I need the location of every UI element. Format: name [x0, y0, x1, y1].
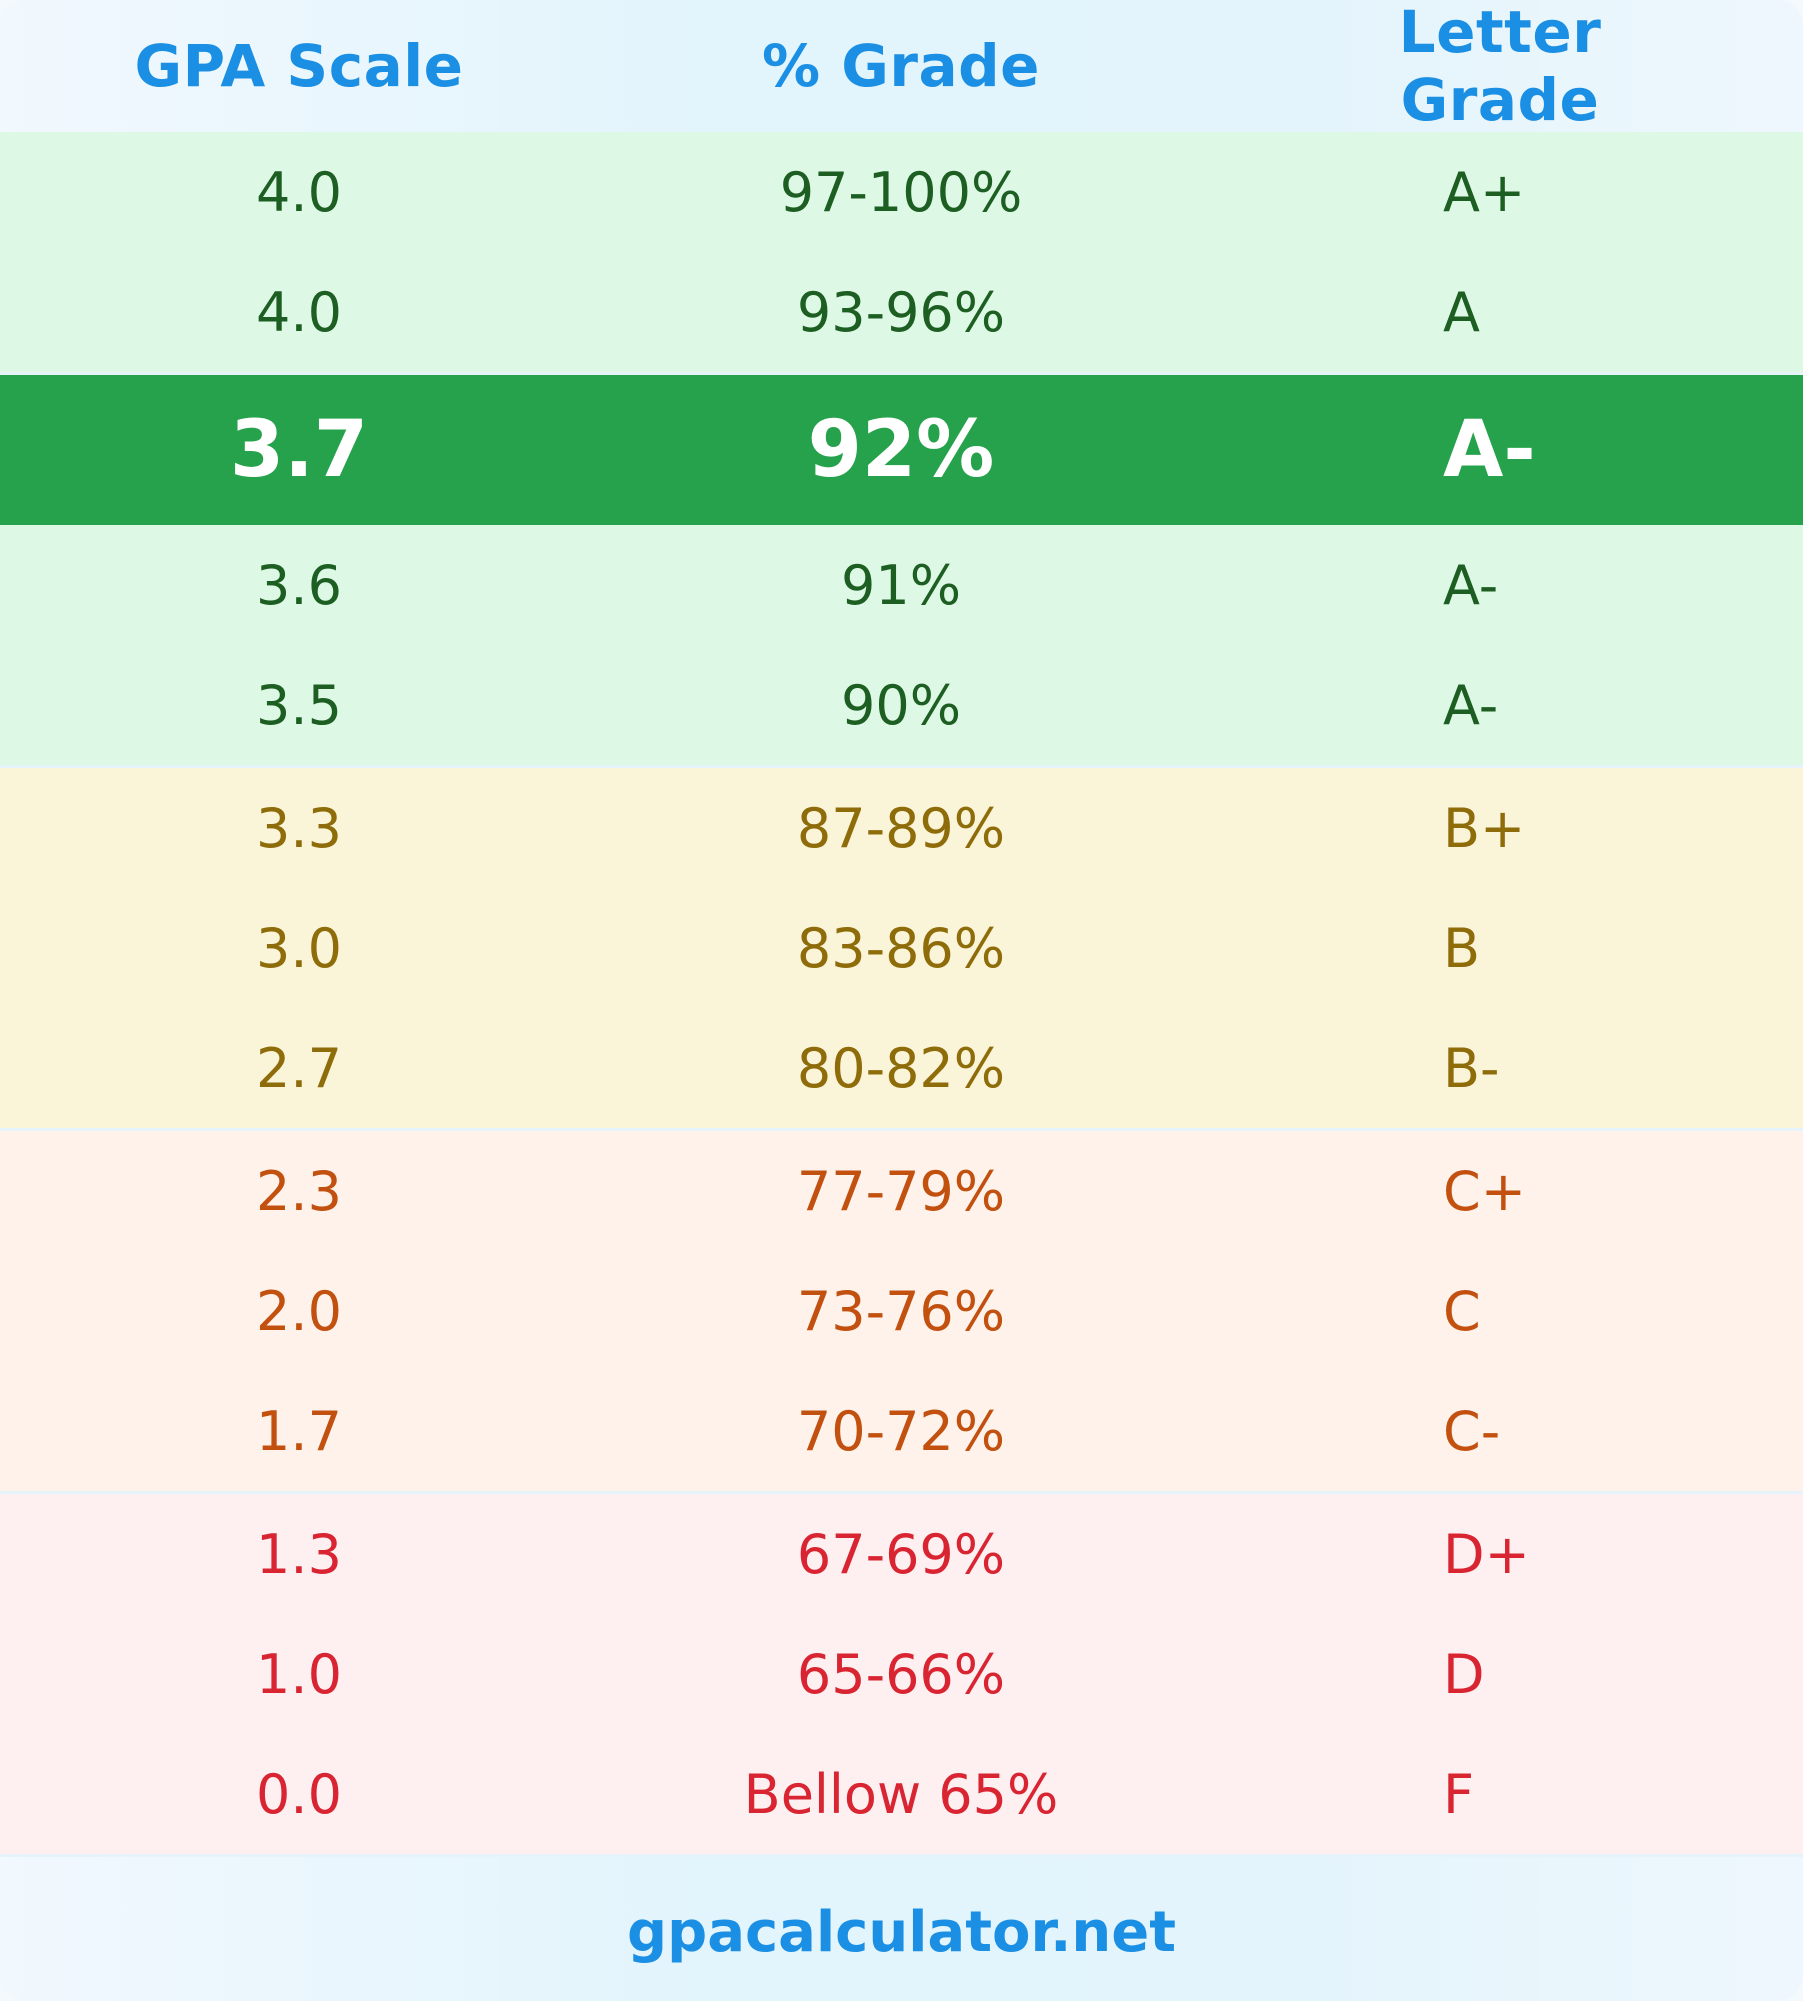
- grade-group-green: 3.6 91% A- 3.5 90% A-: [0, 525, 1803, 768]
- gpa-cell: 2.7: [256, 1036, 342, 1100]
- letter-cell: B-: [1443, 1036, 1500, 1100]
- letter-cell: C-: [1443, 1399, 1501, 1463]
- percent-cell: 80-82%: [796, 1036, 1006, 1100]
- letter-cell: A-: [1443, 673, 1499, 737]
- table-row: 3.0 83-86% B: [0, 888, 1803, 1008]
- letter-cell: D: [1443, 1642, 1485, 1706]
- percent-cell: 92%: [807, 405, 995, 495]
- percent-cell: 67-69%: [796, 1522, 1006, 1586]
- gpa-cell: 3.3: [256, 796, 342, 860]
- table-header: GPA Scale % Grade Letter Grade: [0, 0, 1803, 134]
- letter-cell: A+: [1443, 160, 1526, 224]
- grade-group-yellow: 3.3 87-89% B+ 3.0 83-86% B 2.7 80-82% B-: [0, 768, 1803, 1131]
- table-row: 4.0 93-96% A: [0, 252, 1803, 372]
- percent-cell: 65-66%: [796, 1642, 1006, 1706]
- letter-cell: F: [1443, 1762, 1475, 1826]
- gpa-cell: 4.0: [256, 280, 342, 344]
- percent-cell: 87-89%: [796, 796, 1006, 860]
- gpa-cell: 1.3: [256, 1522, 342, 1586]
- table-body: 4.0 97-100% A+ 4.0 93-96% A 3.7 92% A- 3.6 91% A- 3.…: [0, 132, 1803, 1857]
- letter-cell: A: [1443, 280, 1480, 344]
- gpa-cell: 3.6: [256, 553, 342, 617]
- percent-cell: Bellow 65%: [743, 1762, 1059, 1826]
- letter-cell: A-: [1443, 405, 1536, 495]
- gpa-cell: 4.0: [256, 160, 342, 224]
- highlighted-row: 3.7 92% A-: [0, 375, 1803, 525]
- header-gpa-scale: GPA Scale: [134, 32, 464, 100]
- percent-cell: 70-72%: [796, 1399, 1006, 1463]
- footer: gpacalculator.net: [0, 1857, 1803, 2001]
- letter-cell: C: [1443, 1279, 1481, 1343]
- site-name: gpacalculator.net: [627, 1900, 1176, 1965]
- gpa-cell: 0.0: [256, 1762, 342, 1826]
- grade-group-green: 4.0 97-100% A+ 4.0 93-96% A: [0, 132, 1803, 375]
- table-row: 3.5 90% A-: [0, 645, 1803, 765]
- percent-cell: 91%: [840, 553, 962, 617]
- gpa-cell: 1.7: [256, 1399, 342, 1463]
- letter-cell: D+: [1443, 1522, 1530, 1586]
- highlighted-row-group: 3.7 92% A-: [0, 375, 1803, 525]
- percent-cell: 90%: [840, 673, 962, 737]
- gpa-cell: 3.7: [229, 405, 369, 495]
- table-row: 2.3 77-79% C+: [0, 1131, 1803, 1251]
- gpa-cell: 2.0: [256, 1279, 342, 1343]
- table-row: 2.0 73-76% C: [0, 1251, 1803, 1371]
- percent-cell: 97-100%: [779, 160, 1023, 224]
- letter-cell: A-: [1443, 553, 1499, 617]
- table-row: 3.3 87-89% B+: [0, 768, 1803, 888]
- gpa-cell: 3.5: [256, 673, 342, 737]
- grade-group-red: 1.3 67-69% D+ 1.0 65-66% D 0.0 Bellow 65% F: [0, 1494, 1803, 1857]
- letter-cell: C+: [1443, 1159, 1526, 1223]
- percent-cell: 73-76%: [796, 1279, 1006, 1343]
- grade-group-orange: 2.3 77-79% C+ 2.0 73-76% C 1.7 70-72% C-: [0, 1131, 1803, 1494]
- table-row: 1.7 70-72% C-: [0, 1371, 1803, 1491]
- table-row: 2.7 80-82% B-: [0, 1008, 1803, 1128]
- header-letter-grade: Letter Grade: [1398, 0, 1602, 134]
- table-row: 1.3 67-69% D+: [0, 1494, 1803, 1614]
- percent-cell: 93-96%: [796, 280, 1006, 344]
- table-row: 4.0 97-100% A+: [0, 132, 1803, 252]
- percent-cell: 77-79%: [796, 1159, 1006, 1223]
- percent-cell: 83-86%: [796, 916, 1006, 980]
- table-row: 3.6 91% A-: [0, 525, 1803, 645]
- letter-cell: B+: [1443, 796, 1526, 860]
- gpa-cell: 3.0: [256, 916, 342, 980]
- table-row: 1.0 65-66% D: [0, 1614, 1803, 1734]
- gpa-cell: 1.0: [256, 1642, 342, 1706]
- header-percent-grade: % Grade: [761, 32, 1040, 100]
- gpa-cell: 2.3: [256, 1159, 342, 1223]
- table-row: 0.0 Bellow 65% F: [0, 1734, 1803, 1854]
- letter-cell: B: [1443, 916, 1481, 980]
